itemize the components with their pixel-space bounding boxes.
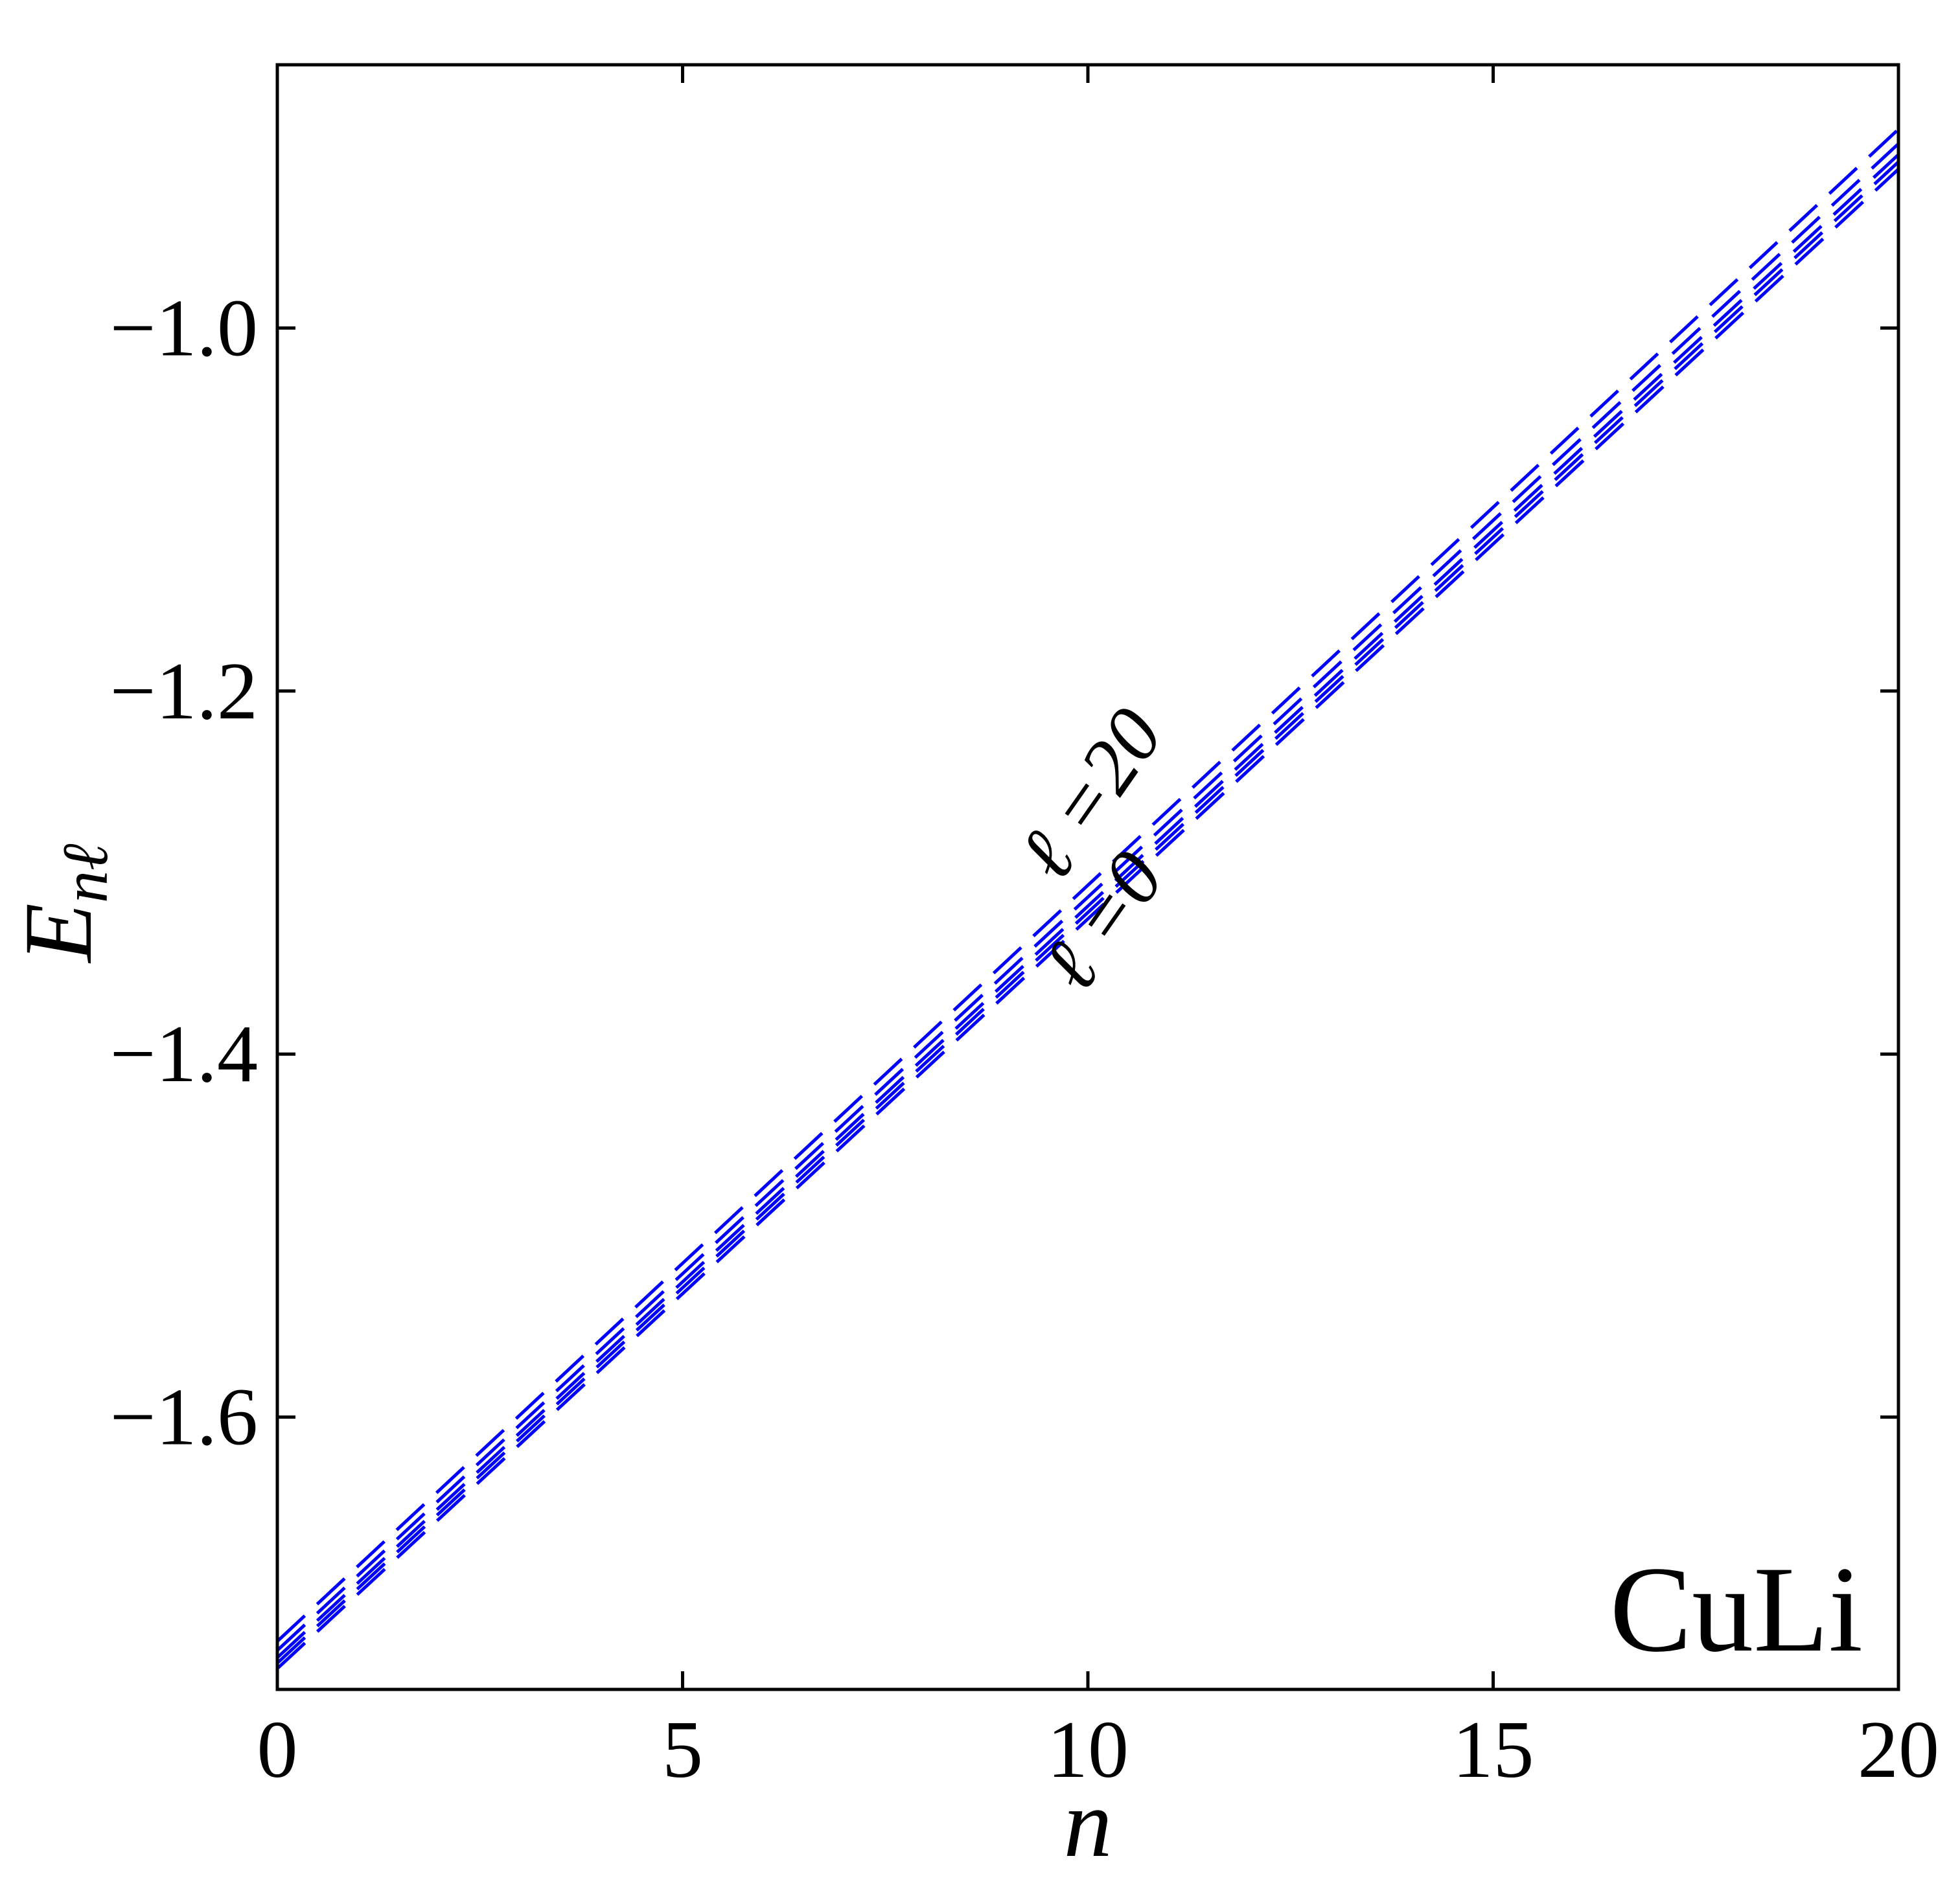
- box-label: CuLi: [1609, 1542, 1863, 1678]
- series-layer: [276, 128, 1900, 1670]
- ticks-layer: 0 5 10 15 20 −1.6 −1.4 −1.2 −1.0: [110, 65, 1939, 1795]
- series-line-1: [276, 128, 1900, 1643]
- series-line-3: [276, 153, 1900, 1659]
- x-axis-label: n: [1064, 1770, 1113, 1877]
- x-tick-label: 0: [257, 1705, 298, 1795]
- y-tick-label: −1.2: [110, 646, 258, 737]
- annot-layer: ℓ =20ℓ =0: [1002, 693, 1181, 1006]
- series-line-4: [276, 161, 1900, 1665]
- x-tick-label: 5: [662, 1705, 703, 1795]
- y-tick-label: −1.0: [110, 283, 258, 373]
- series-line-2: [276, 143, 1900, 1652]
- y-axis-label-main: E: [5, 903, 112, 964]
- y-tick-label: −1.4: [110, 1009, 258, 1099]
- y-tick-label: −1.6: [110, 1373, 258, 1463]
- y-axis-label-subscript: nℓ: [49, 843, 121, 903]
- x-tick-label: 10: [1047, 1705, 1129, 1795]
- x-tick-label: 20: [1858, 1705, 1939, 1795]
- y-axis-label: Enℓ: [5, 843, 121, 964]
- plot-frame: [275, 63, 1900, 1691]
- x-tick-label: 15: [1453, 1705, 1534, 1795]
- series-line-5: [276, 168, 1900, 1670]
